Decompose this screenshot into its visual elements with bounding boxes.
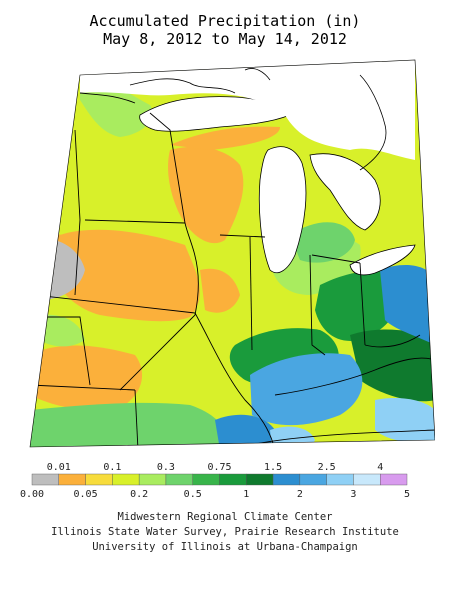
legend-swatches <box>31 473 408 486</box>
map-title-line-2: May 8, 2012 to May 14, 2012 <box>103 30 347 48</box>
legend-swatch <box>219 473 247 486</box>
lake-erie <box>349 244 416 276</box>
legend-upper-tick-label: 0.01 <box>47 462 71 473</box>
legend-upper-labels: 0.01 0.1 0.3 0.75 1.5 2.5 4 <box>47 462 383 473</box>
precip-zone-blue-east <box>380 265 435 345</box>
precip-zone-lightgreen-west <box>40 314 85 347</box>
precip-zone-orange-wisconsin <box>168 146 244 244</box>
precip-zone-darkgreen-ohio <box>315 270 401 341</box>
precip-zone-green-south <box>30 402 226 447</box>
lake-huron <box>309 153 381 231</box>
legend-swatch <box>380 473 408 486</box>
legend-upper-tick-label: 0.1 <box>103 462 121 473</box>
lake-michigan <box>258 146 307 274</box>
legend-swatch <box>165 473 193 486</box>
precipitation-map <box>29 59 435 448</box>
credit-line-2: Illinois State Water Survey, Prairie Res… <box>51 526 399 538</box>
legend: 0.01 0.1 0.3 0.75 1.5 2.5 4 0.00 0.05 0.2 0.5 1 2 3 5 <box>20 462 410 500</box>
precip-zone-orange-upper-mi <box>170 126 280 150</box>
legend-upper-tick-label: 4 <box>377 462 383 473</box>
legend-lower-labels: 0.00 0.05 0.2 0.5 1 2 3 5 <box>20 489 410 500</box>
legend-swatch <box>299 473 327 486</box>
precip-zone-orange-missouri <box>30 345 143 411</box>
legend-swatch <box>58 473 86 486</box>
legend-lower-tick-label: 3 <box>350 489 356 500</box>
canada-region <box>80 60 415 160</box>
precip-zone-orange-iowa <box>50 229 200 322</box>
credit-line-1: Midwestern Regional Climate Center <box>117 511 333 523</box>
precip-zone-lightgreen-minnesota <box>80 79 153 137</box>
legend-lower-tick-label: 0.05 <box>74 489 98 500</box>
legend-lower-tick-label: 0.2 <box>130 489 148 500</box>
legend-swatch <box>85 473 113 486</box>
precip-zone-orange-illinois <box>200 268 240 313</box>
legend-swatch <box>326 473 354 486</box>
precip-zone-lightblue-southeast <box>375 398 435 443</box>
legend-lower-tick-label: 0.00 <box>20 489 44 500</box>
coastlines <box>129 68 387 171</box>
lake-superior <box>139 96 291 132</box>
legend-upper-tick-label: 0.75 <box>207 462 231 473</box>
legend-lower-tick-label: 5 <box>404 489 410 500</box>
precip-zone-darkgreen-southeast <box>350 329 435 402</box>
legend-lower-tick-label: 2 <box>297 489 303 500</box>
precip-zone-blue-southwest <box>215 414 275 447</box>
legend-swatch <box>246 473 274 486</box>
legend-swatch <box>112 473 140 486</box>
legend-swatch <box>138 473 167 486</box>
legend-upper-tick-label: 0.3 <box>157 462 175 473</box>
state-boundaries <box>30 92 435 447</box>
legend-swatch <box>272 473 301 486</box>
legend-upper-tick-label: 1.5 <box>264 462 282 473</box>
legend-lower-tick-label: 0.5 <box>184 489 202 500</box>
legend-swatch <box>353 473 381 486</box>
legend-upper-tick-label: 2.5 <box>318 462 336 473</box>
legend-swatch <box>192 473 220 486</box>
map-title-line-1: Accumulated Precipitation (in) <box>89 12 361 30</box>
legend-swatch <box>31 473 59 486</box>
legend-lower-tick-label: 1 <box>243 489 249 500</box>
map-frame <box>29 59 435 448</box>
precip-zone-green-lower-mi <box>290 222 355 263</box>
credit-line-3: University of Illinois at Urbana-Champai… <box>92 541 358 553</box>
